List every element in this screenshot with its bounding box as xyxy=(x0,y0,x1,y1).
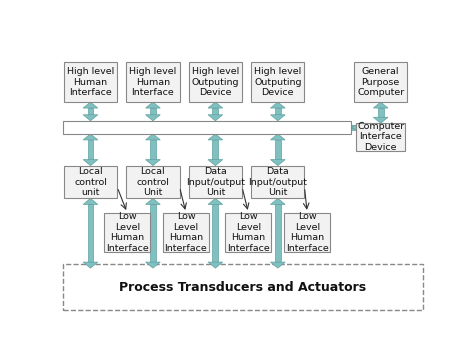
Polygon shape xyxy=(275,140,281,160)
Text: High level
Human
Interface: High level Human Interface xyxy=(67,67,114,97)
FancyBboxPatch shape xyxy=(354,62,407,102)
Text: Process Transducers and Actuators: Process Transducers and Actuators xyxy=(119,281,366,294)
Polygon shape xyxy=(344,122,355,133)
FancyBboxPatch shape xyxy=(126,62,180,102)
FancyBboxPatch shape xyxy=(189,62,242,102)
Bar xyxy=(63,264,423,311)
Polygon shape xyxy=(146,160,160,165)
FancyBboxPatch shape xyxy=(64,165,117,198)
Text: High level
Human
Interface: High level Human Interface xyxy=(129,67,176,97)
Polygon shape xyxy=(374,117,388,123)
Polygon shape xyxy=(374,102,388,108)
FancyBboxPatch shape xyxy=(104,213,150,252)
Bar xyxy=(63,121,351,134)
FancyBboxPatch shape xyxy=(251,62,304,102)
FancyBboxPatch shape xyxy=(163,213,209,252)
FancyBboxPatch shape xyxy=(64,62,117,102)
Text: Low
Level
Human
Interface: Low Level Human Interface xyxy=(286,213,328,253)
FancyBboxPatch shape xyxy=(251,165,304,198)
Polygon shape xyxy=(208,134,223,140)
Polygon shape xyxy=(83,115,98,121)
Polygon shape xyxy=(83,160,98,165)
Polygon shape xyxy=(208,198,223,204)
Polygon shape xyxy=(88,108,93,115)
Text: Low
Level
Human
Interface: Low Level Human Interface xyxy=(106,213,148,253)
Polygon shape xyxy=(212,140,219,160)
Text: High level
Outputing
Device: High level Outputing Device xyxy=(254,67,301,97)
Polygon shape xyxy=(83,134,98,140)
Polygon shape xyxy=(146,262,160,268)
Polygon shape xyxy=(83,198,98,204)
Polygon shape xyxy=(146,198,160,204)
Polygon shape xyxy=(271,160,285,165)
Polygon shape xyxy=(150,140,156,160)
FancyBboxPatch shape xyxy=(284,213,330,252)
Polygon shape xyxy=(271,262,285,268)
FancyBboxPatch shape xyxy=(226,213,272,252)
Text: General
Purpose
Computer: General Purpose Computer xyxy=(357,67,404,97)
Text: Local
control
Unit: Local control Unit xyxy=(137,167,169,197)
Text: High level
Outputing
Device: High level Outputing Device xyxy=(191,67,239,97)
Polygon shape xyxy=(275,108,281,115)
Polygon shape xyxy=(150,204,156,262)
FancyBboxPatch shape xyxy=(189,165,242,198)
Polygon shape xyxy=(150,108,156,115)
Text: Data
Input/output
Unit: Data Input/output Unit xyxy=(248,167,307,197)
Polygon shape xyxy=(351,122,362,133)
Polygon shape xyxy=(271,134,285,140)
Polygon shape xyxy=(271,102,285,108)
Polygon shape xyxy=(88,140,93,160)
Text: Computer
Interface
Device: Computer Interface Device xyxy=(357,122,404,152)
Polygon shape xyxy=(212,108,219,115)
Polygon shape xyxy=(146,134,160,140)
Polygon shape xyxy=(146,102,160,108)
Polygon shape xyxy=(88,204,93,262)
Polygon shape xyxy=(275,204,281,262)
Polygon shape xyxy=(378,108,383,117)
FancyBboxPatch shape xyxy=(126,165,180,198)
Polygon shape xyxy=(208,262,223,268)
Text: Low
Level
Human
Interface: Low Level Human Interface xyxy=(164,213,207,253)
Polygon shape xyxy=(271,115,285,121)
Polygon shape xyxy=(344,125,362,130)
Polygon shape xyxy=(208,102,223,108)
Polygon shape xyxy=(83,102,98,108)
Text: Local
control
unit: Local control unit xyxy=(74,167,107,197)
Text: Data
Input/output
Unit: Data Input/output Unit xyxy=(186,167,245,197)
Polygon shape xyxy=(208,115,223,121)
Text: Low
Level
Human
Interface: Low Level Human Interface xyxy=(227,213,270,253)
Polygon shape xyxy=(212,204,219,262)
FancyBboxPatch shape xyxy=(356,123,405,151)
Polygon shape xyxy=(208,160,223,165)
Polygon shape xyxy=(271,198,285,204)
Polygon shape xyxy=(83,262,98,268)
Polygon shape xyxy=(146,115,160,121)
